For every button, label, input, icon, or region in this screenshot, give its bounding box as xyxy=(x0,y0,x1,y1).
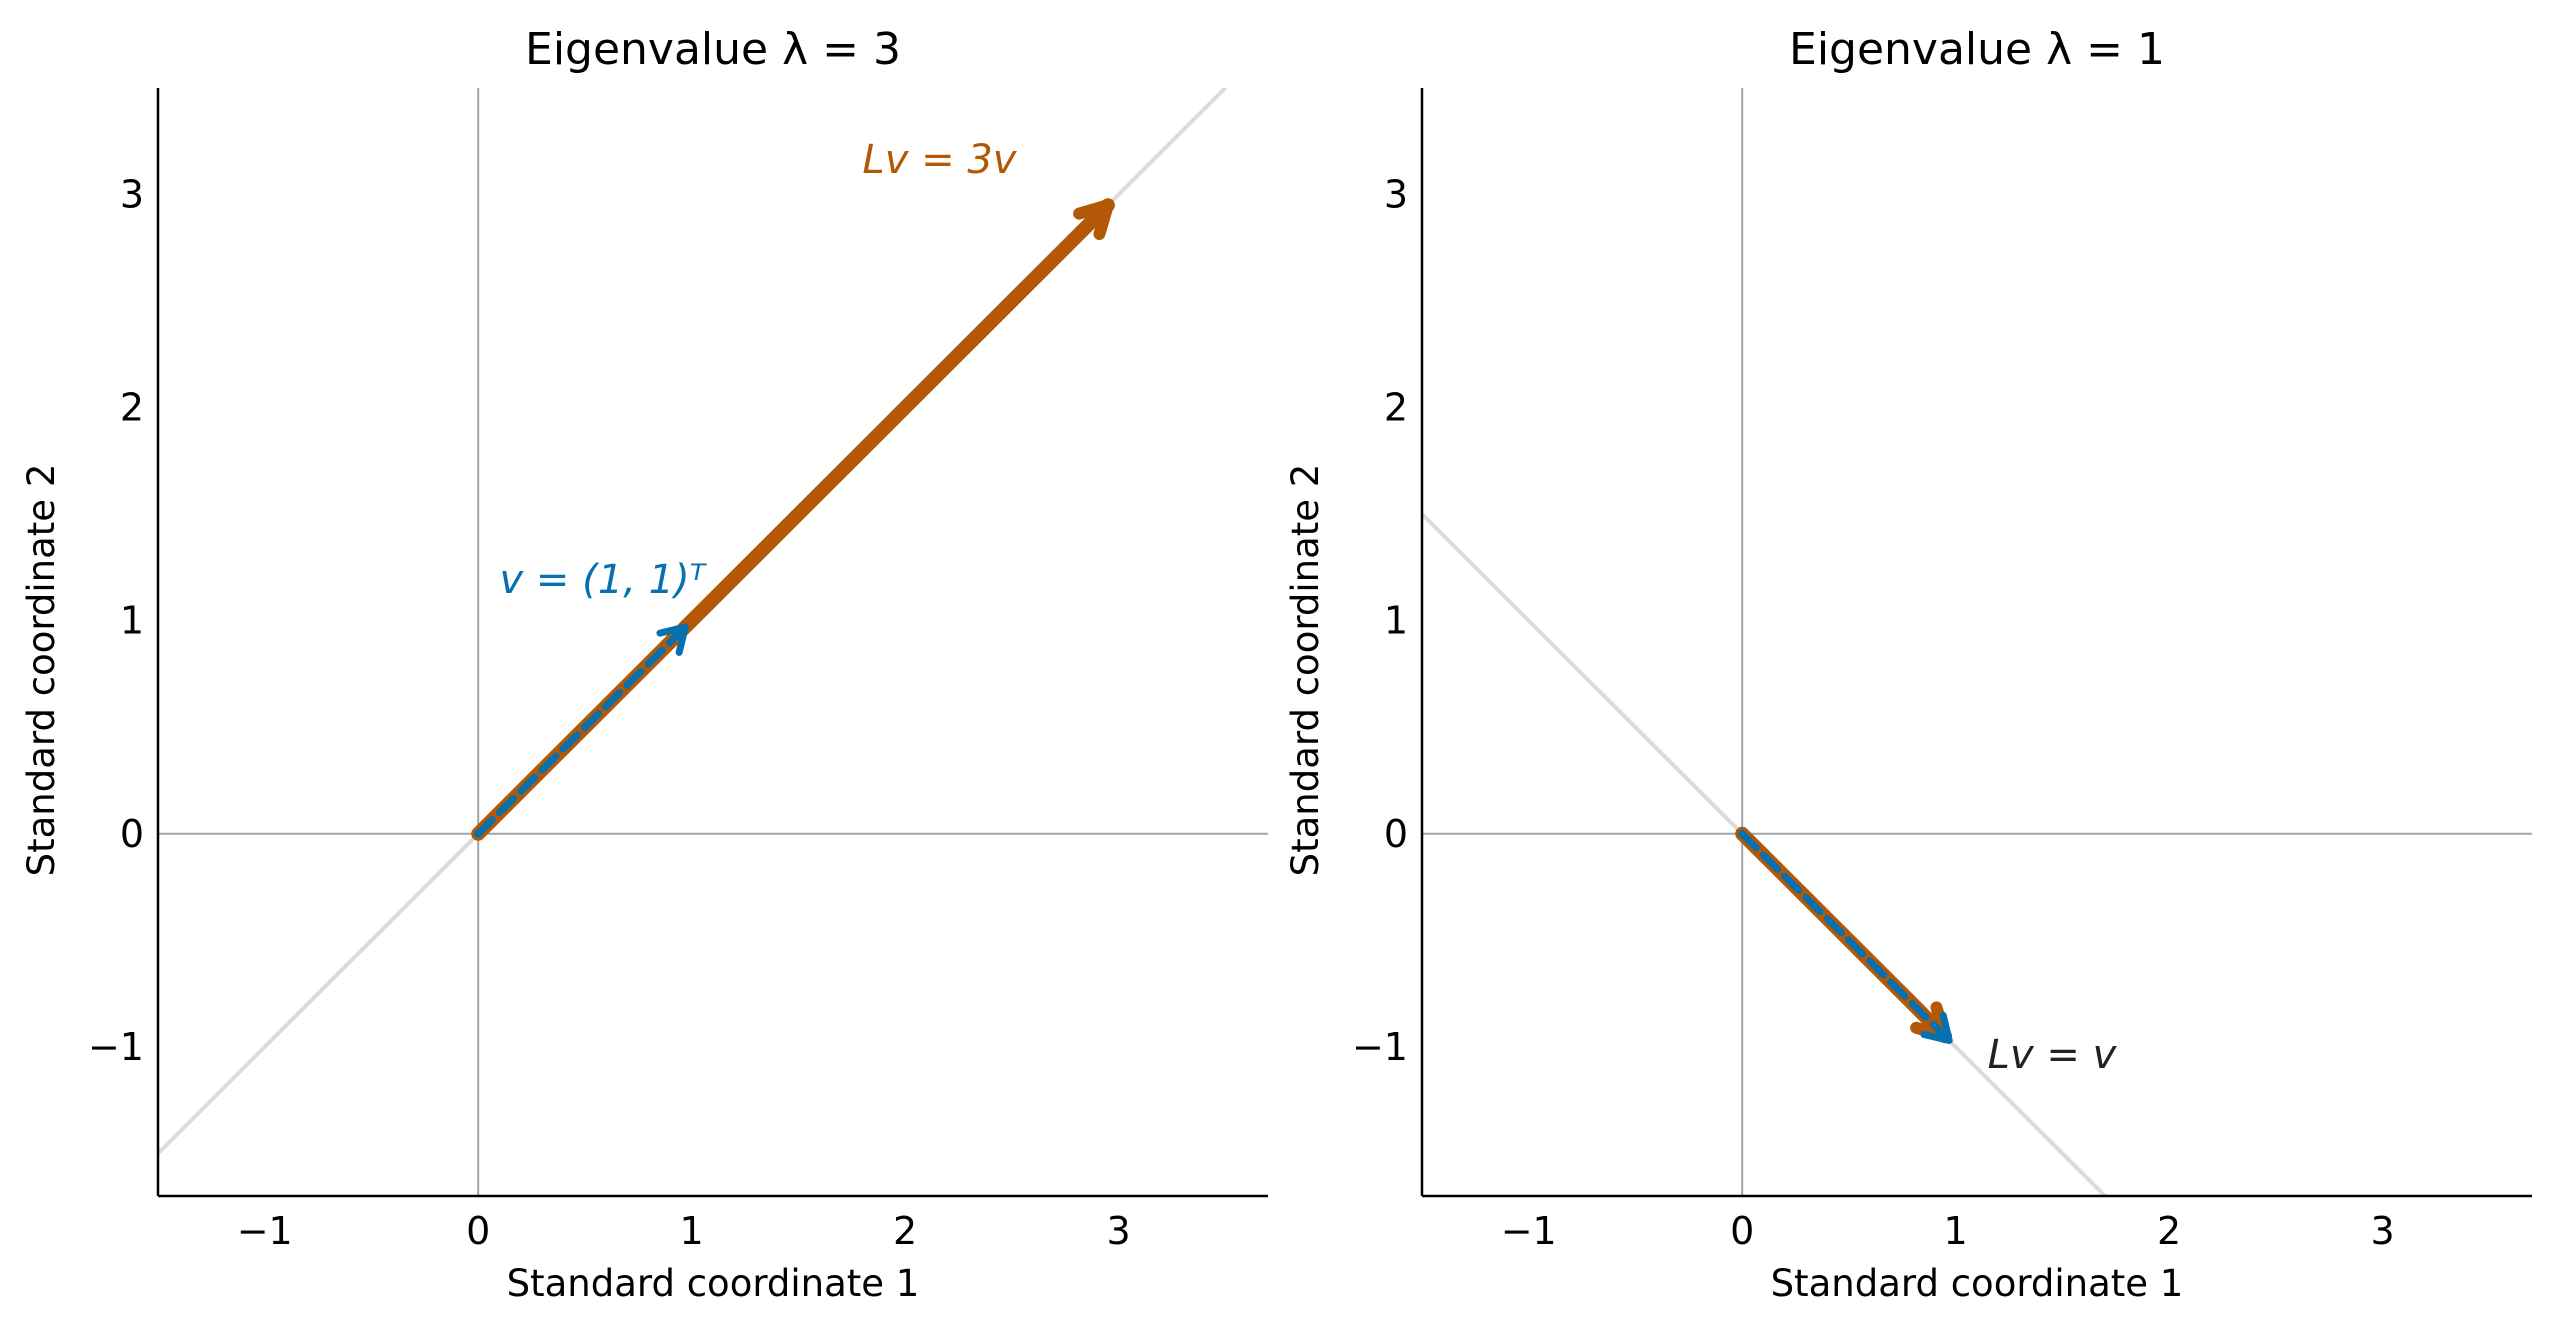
panel-title: Eigenvalue λ = 3 xyxy=(525,24,901,75)
y-tick-label: −1 xyxy=(88,1025,144,1069)
annotation-label: Lv = v xyxy=(1988,1032,2118,1078)
y-tick-label: 2 xyxy=(120,386,144,430)
vector-v-arrowhead xyxy=(1920,1011,1953,1044)
y-tick-label: 1 xyxy=(1384,599,1408,643)
vector-origin-dot xyxy=(1738,829,1747,838)
x-tick-label: 0 xyxy=(466,1209,490,1253)
y-tick-label: 2 xyxy=(1384,386,1408,430)
vector-v-arrowhead xyxy=(656,623,689,656)
x-tick-label: 1 xyxy=(680,1209,704,1253)
panel-eigenvalue-3: Lv = 3v v = (1, 1)ᵀ −1 0 1 2 3 −1 0 1 2 3 Eigenvalue… xyxy=(20,24,1268,1305)
x-tick-label: 1 xyxy=(1944,1209,1968,1253)
plot-area xyxy=(1422,88,2532,1196)
y-axis-label: Standard coordinate 2 xyxy=(20,464,63,877)
vector-v xyxy=(474,623,689,838)
label-Lv: Lv = 3v xyxy=(862,137,1017,183)
vector-origin-dot xyxy=(474,829,483,838)
y-tick-label: 1 xyxy=(120,599,144,643)
plot-area xyxy=(158,88,1268,1196)
y-axis-label: Standard coordinate 2 xyxy=(1284,464,1327,877)
y-tick-label: 0 xyxy=(120,812,144,856)
y-tick-label: 3 xyxy=(1384,173,1408,217)
y-tick-label: −1 xyxy=(1352,1025,1408,1069)
vector-Lv-arrowhead xyxy=(1073,199,1114,240)
x-tick-label: 0 xyxy=(1730,1209,1754,1253)
vector-v xyxy=(1738,829,1953,1044)
x-axis-label: Standard coordinate 1 xyxy=(1771,1262,2184,1305)
x-tick-label: 3 xyxy=(1106,1209,1130,1253)
panel-eigenvalue-1: Lv = v −1 0 1 2 3 −1 0 1 2 3 Eigenvalue λ = 1 Standa… xyxy=(1284,24,2532,1305)
x-axis-label: Standard coordinate 1 xyxy=(507,1262,920,1305)
x-tick-label: 2 xyxy=(893,1209,917,1253)
y-tick-label: 3 xyxy=(120,173,144,217)
vector-v-shaft xyxy=(1738,830,1953,1044)
panel-title: Eigenvalue λ = 1 xyxy=(1789,24,2165,75)
x-tick-label: −1 xyxy=(1501,1209,1557,1253)
vector-v-shaft xyxy=(474,623,689,838)
x-tick-label: 3 xyxy=(2370,1209,2394,1253)
y-tick-label: 0 xyxy=(1384,812,1408,856)
x-tick-label: 2 xyxy=(2157,1209,2181,1253)
x-tick-label: −1 xyxy=(237,1209,293,1253)
label-v: v = (1, 1)ᵀ xyxy=(500,557,708,603)
